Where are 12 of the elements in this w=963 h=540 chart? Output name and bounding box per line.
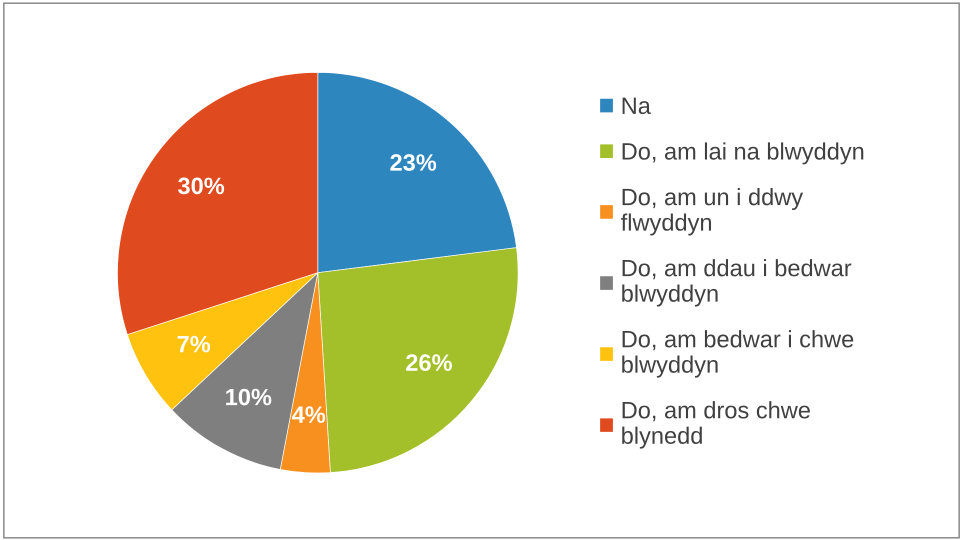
legend-label: Do, am bedwar i chwe blwyddyn [622,330,854,378]
data-label: 7% [178,336,210,352]
legend-label: Do, am lai na blwyddyn [622,142,864,164]
legend-label: Na [622,98,651,114]
legend-label: Do, am un i ddwy flwyddyn [621,188,804,236]
data-label: 4% [292,406,326,423]
data-label: 30% [178,178,224,194]
legend-label: Do, am dros chwe blynedd [622,401,810,449]
data-label: 26% [406,354,452,371]
data-label: 10% [226,388,272,406]
data-label: 23% [390,154,436,171]
legend-label: Do, am ddau i bedwar blwyddyn [622,259,852,307]
